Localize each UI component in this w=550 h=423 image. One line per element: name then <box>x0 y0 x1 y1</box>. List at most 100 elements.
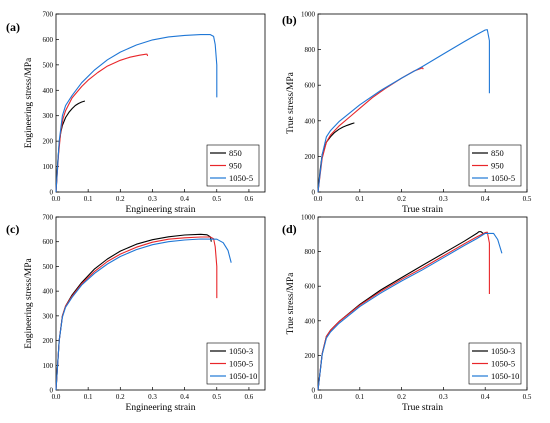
y-tick-label: 0 <box>312 387 316 395</box>
series-line-1 <box>55 100 86 193</box>
x-tick-label: 0.1 <box>84 393 93 401</box>
legend-label: 1050-10 <box>491 371 519 381</box>
x-tick-label: 0.5 <box>212 195 221 203</box>
y-tick-label: 200 <box>305 153 316 161</box>
y-axis-title: True stress/MPa <box>286 272 296 334</box>
chart-panel-1: 0.0 0.1 0.2 0.3 0.4 0.5 0.6 0 100 200 300 400 500 600… <box>6 11 266 215</box>
series-line-3 <box>55 34 218 193</box>
panel-label: (a) <box>6 20 20 34</box>
x-tick-label: 0.3 <box>439 195 448 203</box>
legend-label: 1050-3 <box>229 346 253 356</box>
y-tick-label: 300 <box>43 112 54 120</box>
y-tick-label: 200 <box>43 138 54 146</box>
y-tick-label: 600 <box>305 82 316 90</box>
x-tick-label: 0.2 <box>116 393 125 401</box>
series-line-2 <box>55 53 149 193</box>
x-axis-title: True strain <box>402 205 443 215</box>
y-tick-label: 500 <box>43 61 54 69</box>
legend: 1050-3 1050-5 1050-10 <box>206 342 260 385</box>
y-tick-label: 1000 <box>301 11 316 19</box>
y-tick-label: 400 <box>43 288 54 296</box>
x-axis-title: Engineering strain <box>126 403 196 413</box>
legend: 850 950 1050-5 <box>206 144 260 187</box>
series-line-3 <box>55 238 232 391</box>
y-tick-label: 700 <box>43 214 54 222</box>
y-tick-label: 1000 <box>301 214 316 222</box>
x-tick-label: 0.3 <box>148 195 157 203</box>
y-tick-label: 100 <box>43 362 54 370</box>
x-tick-label: 0.0 <box>52 195 61 203</box>
series-line-1 <box>317 231 484 391</box>
x-axis-title: Engineering strain <box>126 205 196 215</box>
chart-panel-3: 0.0 0.1 0.2 0.3 0.4 0.5 0.6 0 100 200 300 400 500 600… <box>6 214 266 413</box>
y-tick-label: 400 <box>43 87 54 95</box>
y-axis-title: True stress/MPa <box>286 71 296 133</box>
x-tick-label: 0.1 <box>355 393 364 401</box>
y-tick-label: 200 <box>305 352 316 360</box>
y-tick-label: 300 <box>43 312 54 320</box>
series-line-1 <box>317 122 355 193</box>
legend: 850 950 1050-5 <box>468 144 522 187</box>
chart-panel-2: 0.0 0.1 0.2 0.3 0.4 0.5 0 200 400 600 800 1000 True … <box>282 11 532 216</box>
legend: 1050-3 1050-5 1050-10 <box>468 342 522 385</box>
panel-label: (b) <box>282 13 297 27</box>
plot-frame <box>55 13 266 193</box>
x-tick-label: 0.5 <box>212 393 221 401</box>
x-tick-label: 0.2 <box>397 393 406 401</box>
panel-label: (d) <box>282 222 297 236</box>
legend-label: 1050-5 <box>491 359 515 369</box>
legend-label: 1050-5 <box>491 173 515 183</box>
legend-label: 1050-5 <box>229 173 253 183</box>
x-tick-label: 0.4 <box>481 393 490 401</box>
series-line-1 <box>55 233 212 391</box>
y-tick-label: 800 <box>305 248 316 256</box>
legend-label: 950 <box>491 161 504 171</box>
series-line-2 <box>55 236 218 391</box>
x-tick-label: 0.2 <box>116 195 125 203</box>
x-tick-label: 0.6 <box>245 195 254 203</box>
chart-panel-4: 0.0 0.1 0.2 0.3 0.4 0.5 0 200 400 600 800 1000 True … <box>282 214 532 414</box>
legend-label: 850 <box>229 148 242 158</box>
legend-label: 850 <box>491 148 504 158</box>
plot-frame <box>55 216 266 391</box>
x-tick-label: 0.0 <box>52 393 61 401</box>
x-tick-label: 0.5 <box>523 195 532 203</box>
y-axis-title: Engineering stress/MPa <box>24 257 34 348</box>
series-line-2 <box>317 67 424 193</box>
x-tick-label: 0.5 <box>523 393 532 401</box>
x-tick-label: 0.4 <box>481 195 490 203</box>
plot-frame <box>317 216 528 391</box>
panel-label: (c) <box>6 222 19 236</box>
x-tick-label: 0.6 <box>245 393 254 401</box>
x-axis-title: True strain <box>402 403 443 413</box>
series-line-3 <box>317 232 503 391</box>
x-tick-label: 0.4 <box>180 195 189 203</box>
x-tick-label: 0.1 <box>84 195 93 203</box>
legend-label: 1050-10 <box>229 371 257 381</box>
y-tick-label: 0 <box>50 189 54 197</box>
legend-label: 950 <box>229 161 242 171</box>
y-tick-label: 600 <box>43 36 54 44</box>
series-line-2 <box>317 231 490 391</box>
y-axis-title: Engineering stress/MPa <box>24 57 34 148</box>
x-tick-label: 0.2 <box>397 195 406 203</box>
plot-frame <box>317 13 528 193</box>
y-tick-label: 800 <box>305 46 316 54</box>
legend-label: 1050-3 <box>491 346 515 356</box>
y-tick-label: 100 <box>43 163 54 171</box>
y-tick-label: 400 <box>305 117 316 125</box>
x-tick-label: 0.0 <box>314 393 323 401</box>
y-tick-label: 600 <box>43 238 54 246</box>
y-tick-label: 500 <box>43 263 54 271</box>
y-tick-label: 200 <box>43 337 54 345</box>
y-tick-label: 400 <box>305 317 316 325</box>
legend-label: 1050-5 <box>229 359 253 369</box>
y-tick-label: 600 <box>305 283 316 291</box>
x-tick-label: 0.3 <box>148 393 157 401</box>
x-tick-label: 0.1 <box>355 195 364 203</box>
x-tick-label: 0.3 <box>439 393 448 401</box>
y-tick-label: 700 <box>43 11 54 19</box>
series-line-3 <box>317 29 490 193</box>
y-tick-label: 0 <box>50 387 54 395</box>
